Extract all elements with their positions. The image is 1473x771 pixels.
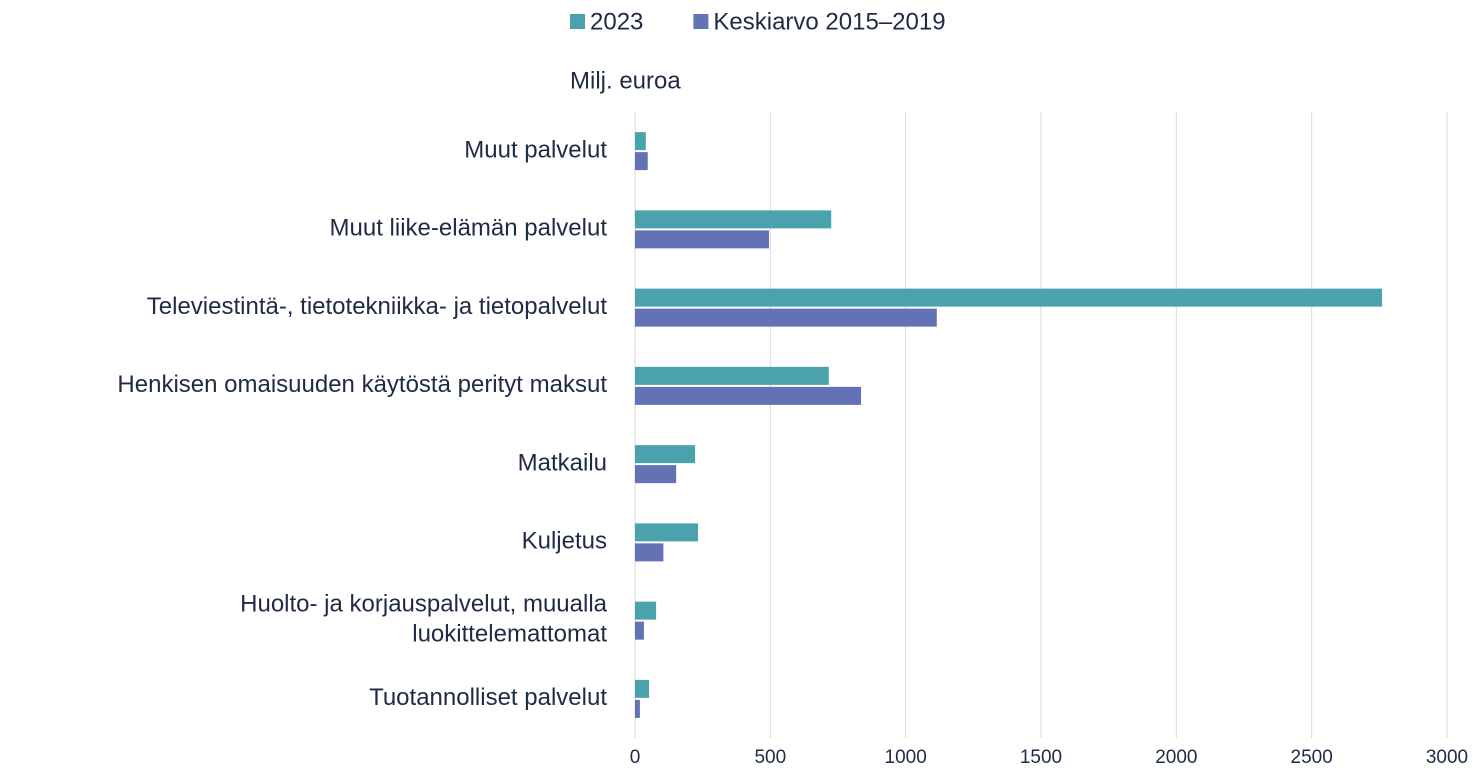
x-tick-label: 3000	[1426, 747, 1468, 768]
bar	[635, 132, 646, 151]
x-tick-label: 1000	[885, 747, 927, 768]
bar	[635, 621, 644, 640]
bar	[635, 210, 832, 229]
legend-label: 2023	[590, 8, 643, 35]
bar	[635, 699, 640, 718]
x-tick-label: 2500	[1291, 747, 1333, 768]
bar	[635, 386, 862, 405]
legend-swatch	[570, 14, 585, 29]
category-label: Huolto- ja korjauspalvelut, muualla luoki…	[240, 591, 608, 648]
bar	[635, 152, 648, 171]
category-label: Muut palvelut	[464, 136, 607, 163]
category-label: Televiestintä-, tietotekniikka- ja tieto…	[147, 293, 608, 320]
axis-unit: Milj. euroa	[570, 67, 681, 94]
bar	[635, 366, 829, 385]
bar	[635, 230, 769, 249]
legend-swatch	[693, 14, 709, 29]
x-tick-label: 500	[754, 747, 786, 768]
category-label: Matkailu	[518, 449, 607, 476]
bar	[635, 288, 1383, 307]
bar	[635, 523, 699, 542]
category-label: Tuotannolliset palvelut	[369, 684, 607, 711]
x-tick-label: 1500	[1020, 747, 1062, 768]
bar	[635, 601, 657, 620]
bar	[635, 679, 650, 698]
bar	[635, 308, 937, 327]
x-tick-label: 0	[630, 747, 641, 768]
category-label: Kuljetus	[522, 528, 607, 555]
x-tick-label: 2000	[1155, 747, 1197, 768]
bar	[635, 543, 664, 562]
category-label: Henkisen omaisuuden käytöstä perityt mak…	[117, 371, 607, 398]
bar	[635, 445, 696, 464]
bar	[635, 465, 677, 484]
legend-label: Keskiarvo 2015–2019	[713, 8, 945, 35]
category-label: Muut liike-elämän palvelut	[330, 215, 608, 242]
